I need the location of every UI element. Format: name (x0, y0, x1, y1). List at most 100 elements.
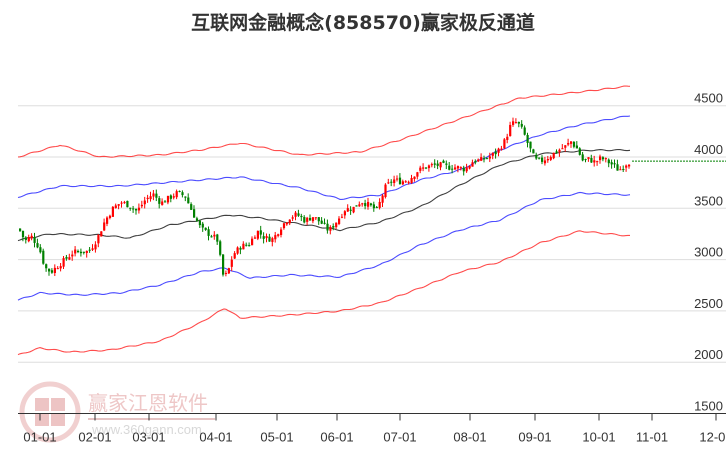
candle-body (419, 167, 422, 171)
candle-body (253, 237, 257, 239)
candle-body (59, 266, 62, 269)
watermark-brand: 赢家江恩软件 (88, 391, 208, 415)
candle-body (91, 248, 94, 250)
candle-body (204, 227, 207, 230)
candle-body (198, 220, 201, 226)
candle-body (285, 222, 288, 225)
candle-body (219, 241, 222, 255)
candle-body (628, 164, 631, 167)
candle-body (201, 223, 204, 228)
candle-body (77, 250, 80, 252)
candle-body (164, 201, 167, 203)
candle-body (581, 154, 584, 161)
candle-body (210, 236, 213, 238)
candle-body (230, 259, 233, 267)
candle-body (451, 168, 454, 170)
candle-body (491, 152, 494, 156)
candle-body (193, 209, 196, 218)
y-tick-label: 4500 (694, 91, 723, 106)
candle-body (401, 181, 404, 185)
candle-body (442, 160, 445, 163)
candle-body (74, 249, 77, 254)
candle-body (578, 148, 581, 155)
candle-body (213, 234, 216, 237)
candle-body (378, 201, 381, 208)
candle-body (222, 254, 225, 275)
candle-body (103, 222, 106, 231)
candle-body (21, 230, 25, 238)
x-tick-label: 08-01 (453, 430, 486, 445)
candle-body (509, 124, 512, 137)
candle-body (288, 219, 291, 224)
candle-body (532, 149, 535, 154)
candle-body (175, 191, 178, 198)
candle-body (514, 122, 518, 124)
candle-body (280, 229, 283, 235)
candle-body (413, 176, 416, 180)
candle-body (242, 243, 245, 250)
watermark-url: www.360gann.com (91, 422, 202, 437)
candle-body (587, 157, 590, 160)
candle-body (123, 202, 126, 204)
candle-body (596, 161, 599, 163)
candle-body (233, 253, 236, 259)
candle-body (195, 218, 199, 221)
x-tick-label: 12-01 (699, 430, 726, 445)
candle-body (465, 167, 468, 172)
candle-body (410, 177, 413, 184)
candle-body (445, 163, 448, 165)
candle-body (256, 230, 259, 239)
candle-body (114, 205, 117, 209)
candle-body (503, 139, 506, 149)
candle-body (178, 190, 181, 192)
gridlines (18, 105, 726, 363)
candle-body (137, 207, 141, 211)
candle-body (358, 204, 361, 207)
candle-body (593, 160, 596, 163)
candle-body (129, 207, 132, 209)
candle-body (190, 204, 193, 210)
candle-body (462, 167, 465, 172)
candle-body (427, 165, 431, 169)
candle-body (68, 257, 71, 260)
candle-body (36, 243, 39, 248)
candle-body (27, 236, 30, 242)
candle-body (224, 272, 228, 274)
candle-body (329, 226, 332, 231)
candle-body (390, 181, 393, 183)
candle-body (454, 167, 457, 170)
candle-body (297, 213, 300, 216)
candle-body (24, 237, 27, 240)
candle-body (71, 254, 74, 257)
candle-body (364, 203, 367, 207)
candle-body (625, 165, 628, 168)
candle-body (459, 167, 462, 169)
candle-body (39, 247, 42, 253)
band-upper_outer (17, 85, 631, 158)
candle-body (567, 142, 570, 145)
candle-body (132, 208, 135, 210)
candle-body (117, 204, 120, 206)
candle-body (355, 205, 358, 207)
candle-body (555, 151, 558, 153)
candle-body (143, 200, 146, 205)
candle-body (161, 201, 164, 205)
candle-body (100, 231, 103, 237)
candle-body (543, 160, 547, 164)
candle-body (42, 250, 45, 264)
candle-body (166, 195, 170, 203)
candle-body (604, 158, 607, 160)
candle-body (468, 165, 471, 169)
candle-body (564, 145, 567, 148)
candle-body (349, 209, 352, 211)
candle-body (398, 177, 402, 185)
candle-body (338, 218, 341, 224)
candle-body (50, 270, 54, 273)
candle-body (372, 204, 375, 209)
candle-body (404, 181, 407, 183)
candle-body (277, 234, 280, 236)
candle-body (352, 206, 355, 213)
candle-body (111, 206, 114, 217)
candle-body (535, 154, 538, 159)
